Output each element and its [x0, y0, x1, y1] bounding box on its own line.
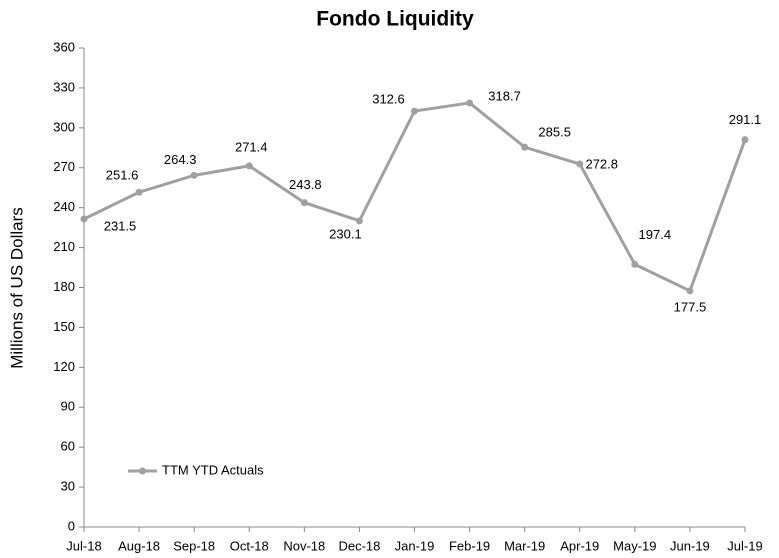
x-tick-label: May-19 [613, 538, 656, 553]
data-point [135, 188, 143, 196]
y-tick-label: 210 [53, 239, 75, 254]
data-label: 312.6 [372, 92, 405, 107]
data-label: 251.6 [106, 168, 139, 183]
data-point [190, 171, 198, 179]
y-tick-label: 270 [53, 159, 75, 174]
x-tick-label: Sep-18 [173, 538, 215, 553]
data-point [245, 162, 253, 170]
y-tick-label: 180 [53, 279, 75, 294]
legend-label: TTM YTD Actuals [162, 462, 264, 477]
data-label: 272.8 [585, 156, 618, 171]
y-tick-label: 360 [53, 39, 75, 54]
x-tick-label: Jan-19 [395, 538, 435, 553]
data-point [300, 199, 308, 207]
y-tick-label: 0 [68, 518, 75, 533]
x-tick-label: Jun-19 [670, 538, 710, 553]
data-point [631, 260, 639, 268]
data-point [355, 217, 363, 225]
y-tick-label: 90 [61, 399, 75, 414]
y-tick-label: 30 [61, 479, 75, 494]
data-label: 264.3 [164, 152, 197, 167]
x-tick-label: Jul-19 [727, 538, 762, 553]
data-label: 231.5 [104, 218, 137, 233]
x-tick-label: Aug-18 [118, 538, 160, 553]
data-point [741, 136, 749, 144]
data-label: 291.1 [729, 112, 762, 127]
y-tick-label: 330 [53, 79, 75, 94]
data-label: 197.4 [639, 227, 672, 242]
data-point [411, 107, 418, 115]
data-point [686, 287, 694, 295]
x-tick-label: Feb-19 [449, 538, 490, 553]
y-tick-label: 60 [61, 439, 75, 454]
data-label: 285.5 [538, 125, 571, 140]
data-point [80, 215, 88, 223]
x-tick-label: Nov-18 [283, 538, 325, 553]
y-axis-label: Millions of US Dollars [7, 207, 26, 369]
data-label: 230.1 [329, 226, 362, 241]
x-tick-label: Mar-19 [504, 538, 545, 553]
x-tick-label: Oct-18 [230, 538, 269, 553]
y-tick-label: 120 [53, 359, 75, 374]
data-point [466, 99, 474, 107]
chart-title: Fondo Liquidity [316, 8, 474, 31]
data-point [521, 143, 529, 151]
x-tick-label: Dec-18 [338, 538, 380, 553]
data-label: 271.4 [235, 139, 268, 154]
x-tick-label: Apr-19 [560, 538, 599, 553]
x-tick-label: Jul-18 [66, 538, 101, 553]
data-label: 177.5 [674, 299, 707, 314]
y-tick-label: 240 [53, 199, 75, 214]
data-point [576, 160, 584, 168]
y-tick-label: 150 [53, 319, 75, 334]
series-line [83, 101, 747, 293]
data-label: 318.7 [488, 88, 521, 103]
legend-marker [139, 467, 146, 475]
data-label: 243.8 [289, 177, 322, 192]
y-tick-label: 300 [53, 119, 75, 134]
